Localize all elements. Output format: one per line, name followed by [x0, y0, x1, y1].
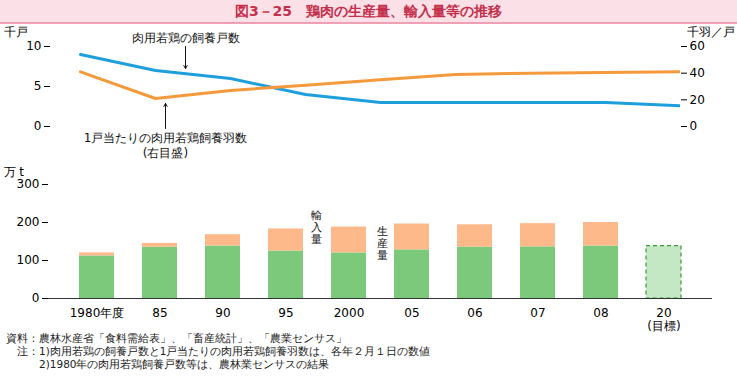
svg-text:万 t: 万 t	[4, 165, 25, 179]
html-text:図3－25 鶏肉の生産量、輸入量等の推移: 図3－25 鶏肉の生産量、輸入量等の推移	[234, 3, 503, 19]
html-text:2)1980年の肉用若鶏飼養戸数等は、農林業センサスの結果: 2)1980年の肉用若鶏飼養戸数等は、農林業センサスの結果	[6, 358, 330, 370]
svg-text:0: 0	[34, 119, 42, 133]
svg-text:1980年度: 1980年度	[70, 306, 125, 320]
svg-text:95: 95	[278, 306, 293, 320]
svg-text:肉用若鶏の飼養戸数: 肉用若鶏の飼養戸数	[132, 31, 240, 45]
svg-text:08: 08	[593, 306, 608, 320]
svg-text:200: 200	[17, 215, 40, 229]
svg-text:90: 90	[215, 306, 230, 320]
svg-text:0: 0	[32, 291, 40, 305]
svg-text:05: 05	[404, 306, 419, 320]
svg-text:2000: 2000	[334, 306, 365, 320]
svg-text:06: 06	[467, 306, 482, 320]
svg-text:(右目盛): (右目盛)	[143, 146, 188, 160]
svg-text:20(目標): 20(目標)	[647, 306, 680, 332]
svg-text:300: 300	[17, 177, 40, 191]
svg-text:輸入量: 輸入量	[311, 209, 322, 246]
svg-text:千羽／戸: 千羽／戸	[687, 25, 735, 39]
html-text:資料：農林水産省「食料需給表」、「畜産統計」、「農業センサス: 資料：農林水産省「食料需給表」、「畜産統計」、「農業センサス」	[6, 332, 347, 344]
svg-text:千戸: 千戸	[4, 25, 28, 39]
html-text:注：1)肉用若鶏の飼養戸数と1戸当たりの肉用若鶏飼養羽数は、: 注：1)肉用若鶏の飼養戸数と1戸当たりの肉用若鶏飼養羽数は、各年２月１日の数値	[6, 345, 431, 357]
svg-text:85: 85	[152, 306, 167, 320]
svg-text:0: 0	[690, 119, 698, 133]
svg-text:1戸当たりの肉用若鶏飼養羽数: 1戸当たりの肉用若鶏飼養羽数	[84, 131, 248, 145]
svg-text:60: 60	[690, 39, 705, 53]
svg-text:生産量: 生産量	[377, 225, 388, 262]
svg-text:100: 100	[17, 253, 40, 267]
svg-text:5: 5	[34, 79, 42, 93]
svg-text:40: 40	[690, 66, 705, 80]
svg-text:07: 07	[530, 306, 545, 320]
svg-text:20: 20	[690, 93, 705, 107]
svg-text:10: 10	[26, 39, 41, 53]
